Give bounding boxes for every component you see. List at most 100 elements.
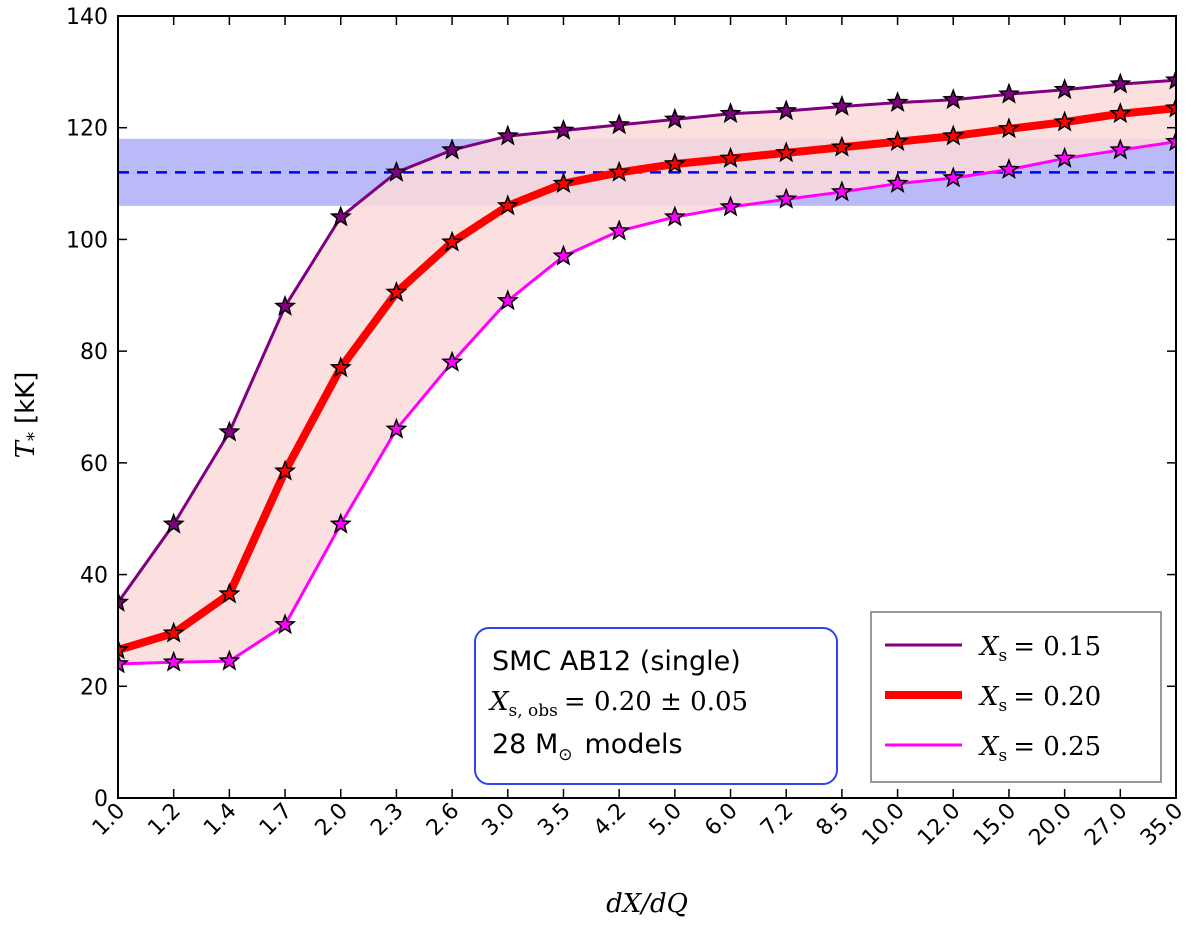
series-line-1 <box>118 104 1176 654</box>
legend: Xs = 0.15 Xs = 0.20 Xs = 0.25 <box>870 611 1162 783</box>
range-fill <box>118 80 1176 664</box>
marker-s1-p5 <box>385 280 408 302</box>
marker-s1-p4 <box>329 356 352 378</box>
marker-s2-p0 <box>118 652 130 674</box>
marker-s0-p14 <box>886 90 909 112</box>
x-tick-label-17: 20.0 <box>1025 799 1077 851</box>
marker-s1-p18 <box>1109 102 1132 124</box>
y-axis-title: T*[kK] <box>11 372 45 459</box>
marker-s0-p0 <box>118 590 130 612</box>
marker-s1-p16 <box>997 117 1021 139</box>
marker-s0-p13 <box>830 94 853 116</box>
marker-s2-p18 <box>1109 138 1132 160</box>
x-tick-label-19: 35.0 <box>1136 799 1188 851</box>
marker-s0-p10 <box>663 107 686 129</box>
y-tick-label-2: 40 <box>80 564 108 589</box>
marker-s2-p6 <box>441 350 464 372</box>
marker-s0-p7 <box>496 124 519 146</box>
marker-s2-p2 <box>218 649 241 671</box>
marker-s0-p4 <box>329 205 352 227</box>
marker-s2-p17 <box>1053 146 1076 168</box>
marker-s0-p15 <box>942 88 965 110</box>
plot-layer <box>118 68 1176 674</box>
marker-s0-p19 <box>1164 68 1176 90</box>
x-tick-label-3: 1.7 <box>255 799 297 841</box>
marker-s2-p13 <box>830 180 853 202</box>
x-tick-label-11: 6.0 <box>700 799 742 841</box>
x-tick-label-8: 3.5 <box>533 799 575 841</box>
annotation-title: SMC AB12 (single) <box>492 646 741 677</box>
y-tick-label-3: 60 <box>80 452 108 477</box>
marker-s2-p12 <box>775 187 798 209</box>
series-line-2 <box>118 140 1176 666</box>
marker-s1-p3 <box>273 459 297 481</box>
marker-s2-p19 <box>1164 130 1176 152</box>
marker-s1-p2 <box>218 582 241 604</box>
marker-s0-p12 <box>775 99 798 121</box>
marker-s0-p8 <box>552 118 575 140</box>
marker-s0-p11 <box>719 102 742 124</box>
x-tick-label-10: 5.0 <box>645 799 687 841</box>
x-tick-label-16: 15.0 <box>969 799 1021 851</box>
marker-s2-p5 <box>385 417 408 439</box>
x-tick-label-6: 2.6 <box>422 799 464 841</box>
x-tick-label-4: 2.0 <box>311 799 353 841</box>
marker-s1-p9 <box>608 160 631 182</box>
marker-s0-p1 <box>162 512 185 534</box>
marker-s2-p3 <box>273 613 297 635</box>
marker-s0-p2 <box>218 420 241 442</box>
marker-s2-p16 <box>997 157 1021 180</box>
y-tick-label-6: 120 <box>66 117 108 142</box>
y-tick-label-4: 80 <box>80 340 108 365</box>
marker-s1-p6 <box>441 230 464 252</box>
x-tick-label-13: 8.5 <box>812 799 854 841</box>
y-tick-label-0: 0 <box>94 787 108 812</box>
marker-s0-p5 <box>385 160 408 182</box>
plot-frame <box>117 15 1177 799</box>
marker-s1-p10 <box>663 152 686 174</box>
marker-s1-p15 <box>942 124 965 146</box>
y-tick-label-5: 100 <box>66 228 108 253</box>
marker-s1-p19 <box>1164 96 1176 118</box>
x-tick-label-14: 10.0 <box>858 799 910 851</box>
marker-s0-p18 <box>1109 72 1132 94</box>
marker-s1-p14 <box>886 130 909 152</box>
marker-s1-p12 <box>775 141 798 163</box>
marker-s0-p6 <box>441 138 464 160</box>
marker-s1-p17 <box>1053 110 1076 132</box>
marker-s1-p1 <box>162 621 185 643</box>
marker-s2-p1 <box>162 650 185 672</box>
marker-s1-p0 <box>118 638 130 660</box>
x-tick-label-5: 2.3 <box>366 799 408 841</box>
marker-s2-p8 <box>552 244 575 266</box>
marker-s2-p11 <box>719 195 742 217</box>
marker-s1-p13 <box>830 135 853 157</box>
x-tick-label-1: 1.2 <box>144 799 186 841</box>
annotation-models: 28 M⊙ models <box>492 729 683 765</box>
marker-s0-p3 <box>273 294 297 316</box>
x-tick-label-9: 4.2 <box>589 799 631 841</box>
annotation-observed: Xs, obs = 0.20 ± 0.05 <box>488 687 748 721</box>
legend-entry-2: Xs = 0.25 <box>978 732 1101 766</box>
x-tick-label-7: 3.0 <box>478 799 520 841</box>
y-tick-label-7: 140 <box>66 5 108 30</box>
y-tick-label-1: 20 <box>80 675 108 700</box>
marker-s1-p11 <box>719 146 742 168</box>
marker-s1-p7 <box>496 194 519 216</box>
marker-s0-p17 <box>1053 78 1076 100</box>
x-tick-label-12: 7.2 <box>756 799 798 841</box>
marker-s2-p15 <box>942 166 965 188</box>
legend-entry-1: Xs = 0.20 <box>978 682 1101 716</box>
x-tick-label-15: 12.0 <box>913 799 965 851</box>
annotation-box: SMC AB12 (single) Xs, obs = 0.20 ± 0.05 2… <box>474 627 838 785</box>
x-axis-title: dX/dQ <box>606 889 688 919</box>
x-tick-label-18: 27.0 <box>1080 799 1132 851</box>
marker-s0-p16 <box>997 82 1021 104</box>
x-tick-label-2: 1.4 <box>199 799 241 841</box>
marker-s2-p14 <box>886 171 909 193</box>
marker-s2-p4 <box>329 512 352 534</box>
marker-s2-p7 <box>496 289 519 311</box>
series-line-0 <box>118 78 1176 604</box>
legend-entry-0: Xs = 0.15 <box>978 632 1101 666</box>
